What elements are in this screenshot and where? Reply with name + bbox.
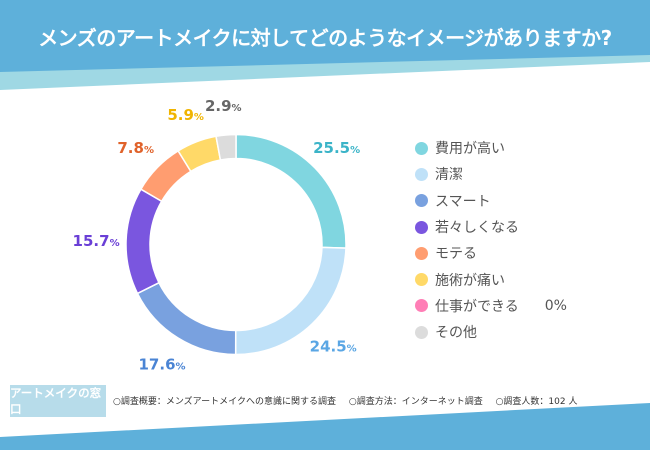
survey-count: ○調査人数：102 人: [495, 397, 578, 407]
legend-item: 施術が痛い: [415, 266, 567, 292]
survey-notes: ○調査概要：メンズアートメイクへの意識に関する調査 ○調査方法：インターネット調…: [113, 394, 587, 407]
data-label: 7.8%: [117, 139, 154, 157]
survey-summary: ○調査概要：メンズアートメイクへの意識に関する調査: [113, 397, 336, 407]
legend-label: 費用が高い: [435, 141, 505, 158]
data-label: 15.7%: [73, 232, 120, 250]
data-label: 5.9%: [167, 106, 204, 124]
legend-swatch-icon: [415, 220, 428, 234]
legend-label: 仕事ができる: [435, 298, 519, 315]
legend-swatch-icon: [415, 141, 428, 155]
legend-label: モテる: [435, 246, 477, 263]
donut-slice: [215, 133, 237, 161]
legend-item: その他: [415, 319, 567, 345]
chart-title: メンズのアートメイクに対してどのようなイメージがありますか?: [38, 26, 612, 50]
data-label: 25.5%: [313, 139, 360, 157]
legend-item: 仕事ができる 0%: [415, 293, 567, 319]
data-label: 2.9%: [205, 97, 242, 115]
legend-item: スマート: [415, 188, 567, 214]
data-label: 17.6%: [139, 355, 186, 373]
legend-item: 清潔: [415, 161, 567, 187]
footer-band: [0, 403, 650, 450]
donut-slice: [125, 188, 163, 295]
header-band: [0, 0, 650, 72]
legend-swatch-icon: [415, 325, 428, 339]
legend-swatch-icon: [415, 299, 428, 313]
legend-swatch-icon: [415, 194, 428, 208]
legend-label: 若々しくなる: [435, 220, 519, 237]
legend-label: スマート: [435, 193, 491, 210]
donut-slice: [136, 281, 237, 356]
legend-label: 清潔: [435, 167, 463, 184]
legend: 費用が高い清潔スマート若々しくなる モテる施術が痛い仕事ができる 0% その他: [415, 135, 567, 345]
legend-swatch-icon: [415, 273, 428, 287]
legend-swatch-icon: [415, 167, 428, 181]
survey-method: ○調査方法：インターネット調査: [348, 397, 483, 407]
legend-label: その他: [435, 325, 477, 342]
legend-value: 0%: [544, 297, 567, 314]
legend-item: 若々しくなる: [415, 214, 567, 240]
data-label: 24.5%: [310, 337, 357, 355]
legend-item: 費用が高い: [415, 135, 567, 161]
brand-logo: アートメイクの窓口: [10, 385, 106, 417]
legend-swatch-icon: [415, 246, 428, 260]
legend-item: モテる: [415, 240, 567, 266]
legend-label: 施術が痛い: [435, 272, 505, 289]
